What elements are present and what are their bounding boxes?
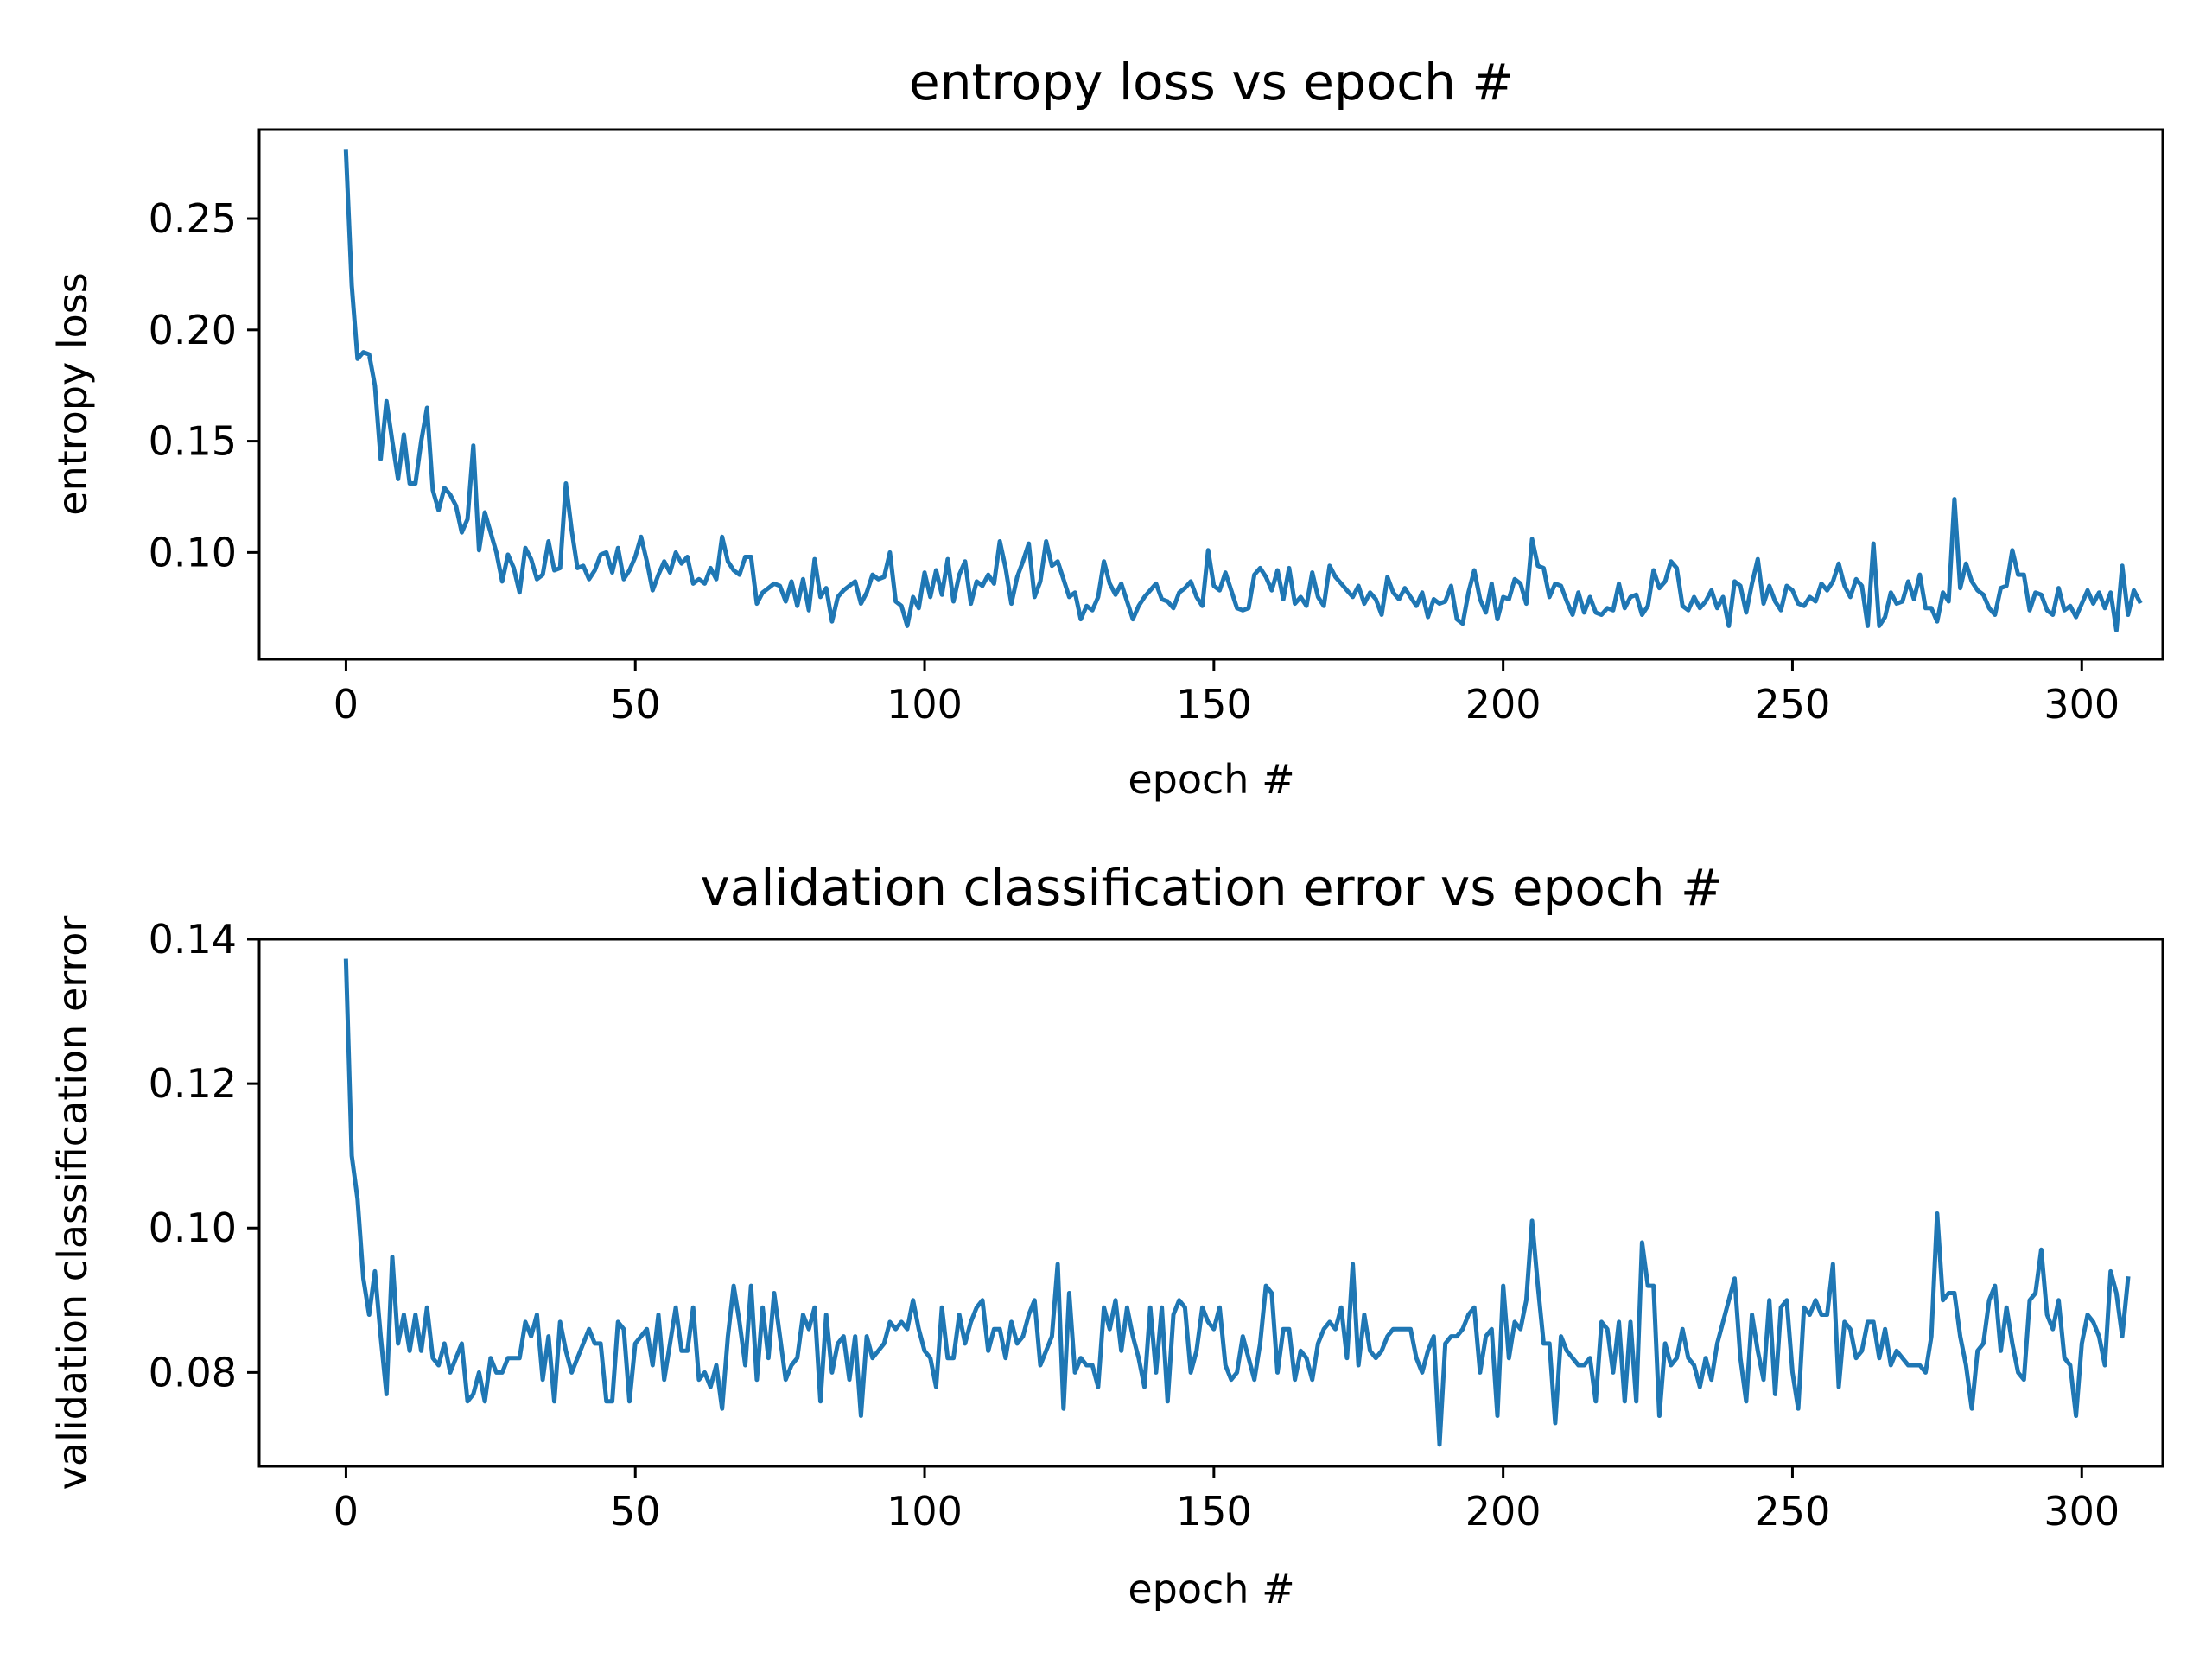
loss-x-tick-label: 100 — [887, 681, 963, 728]
error-plot-frame — [257, 938, 2164, 1468]
error-x-tick-label: 300 — [2044, 1488, 2120, 1535]
error-x-tick-label: 50 — [610, 1488, 661, 1535]
loss-subplot: entropy loss vs epoch # 0.10 0.15 0.20 0.25… — [49, 53, 2164, 803]
error-y-tick-label: 0.10 — [149, 1205, 237, 1251]
loss-x-ticks: 0 50 100 150 200 250 300 — [334, 659, 2120, 728]
error-x-tick-label: 250 — [1755, 1488, 1831, 1535]
loss-y-tick-label: 0.20 — [149, 307, 237, 353]
error-y-tick-label: 0.14 — [149, 916, 237, 963]
error-series-line — [343, 958, 2131, 1447]
loss-y-tick-label: 0.15 — [149, 418, 237, 465]
loss-y-ticks: 0.10 0.15 0.20 0.25 — [149, 195, 259, 575]
error-x-tick-label: 0 — [334, 1488, 359, 1535]
error-chart-title: validation classification error vs epoch… — [700, 858, 1722, 917]
error-x-axis-label: epoch # — [1128, 1566, 1294, 1612]
loss-plot-frame — [257, 128, 2164, 661]
error-y-axis-label: validation classification error — [49, 916, 96, 1491]
loss-x-axis-label: epoch # — [1128, 756, 1294, 803]
loss-y-tick-label: 0.25 — [149, 195, 237, 242]
loss-x-tick-label: 250 — [1755, 681, 1831, 728]
loss-chart-title: entropy loss vs epoch # — [909, 53, 1514, 111]
loss-y-tick-label: 0.10 — [149, 529, 237, 575]
loss-x-tick-label: 50 — [610, 681, 661, 728]
loss-x-tick-label: 0 — [334, 681, 359, 728]
loss-x-tick-label: 300 — [2044, 681, 2120, 728]
loss-y-axis-label: entropy loss — [49, 272, 96, 515]
error-x-tick-label: 100 — [887, 1488, 963, 1535]
error-x-tick-label: 150 — [1176, 1488, 1252, 1535]
loss-series-line — [343, 149, 2143, 632]
error-y-ticks: 0.08 0.10 0.12 0.14 — [149, 916, 259, 1395]
loss-x-tick-label: 150 — [1176, 681, 1252, 728]
error-y-tick-label: 0.12 — [149, 1060, 237, 1107]
error-y-tick-label: 0.08 — [149, 1349, 237, 1395]
loss-x-tick-label: 200 — [1465, 681, 1541, 728]
error-subplot: validation classification error vs epoch… — [49, 858, 2164, 1612]
error-x-ticks: 0 50 100 150 200 250 300 — [334, 1466, 2120, 1535]
error-x-tick-label: 200 — [1465, 1488, 1541, 1535]
